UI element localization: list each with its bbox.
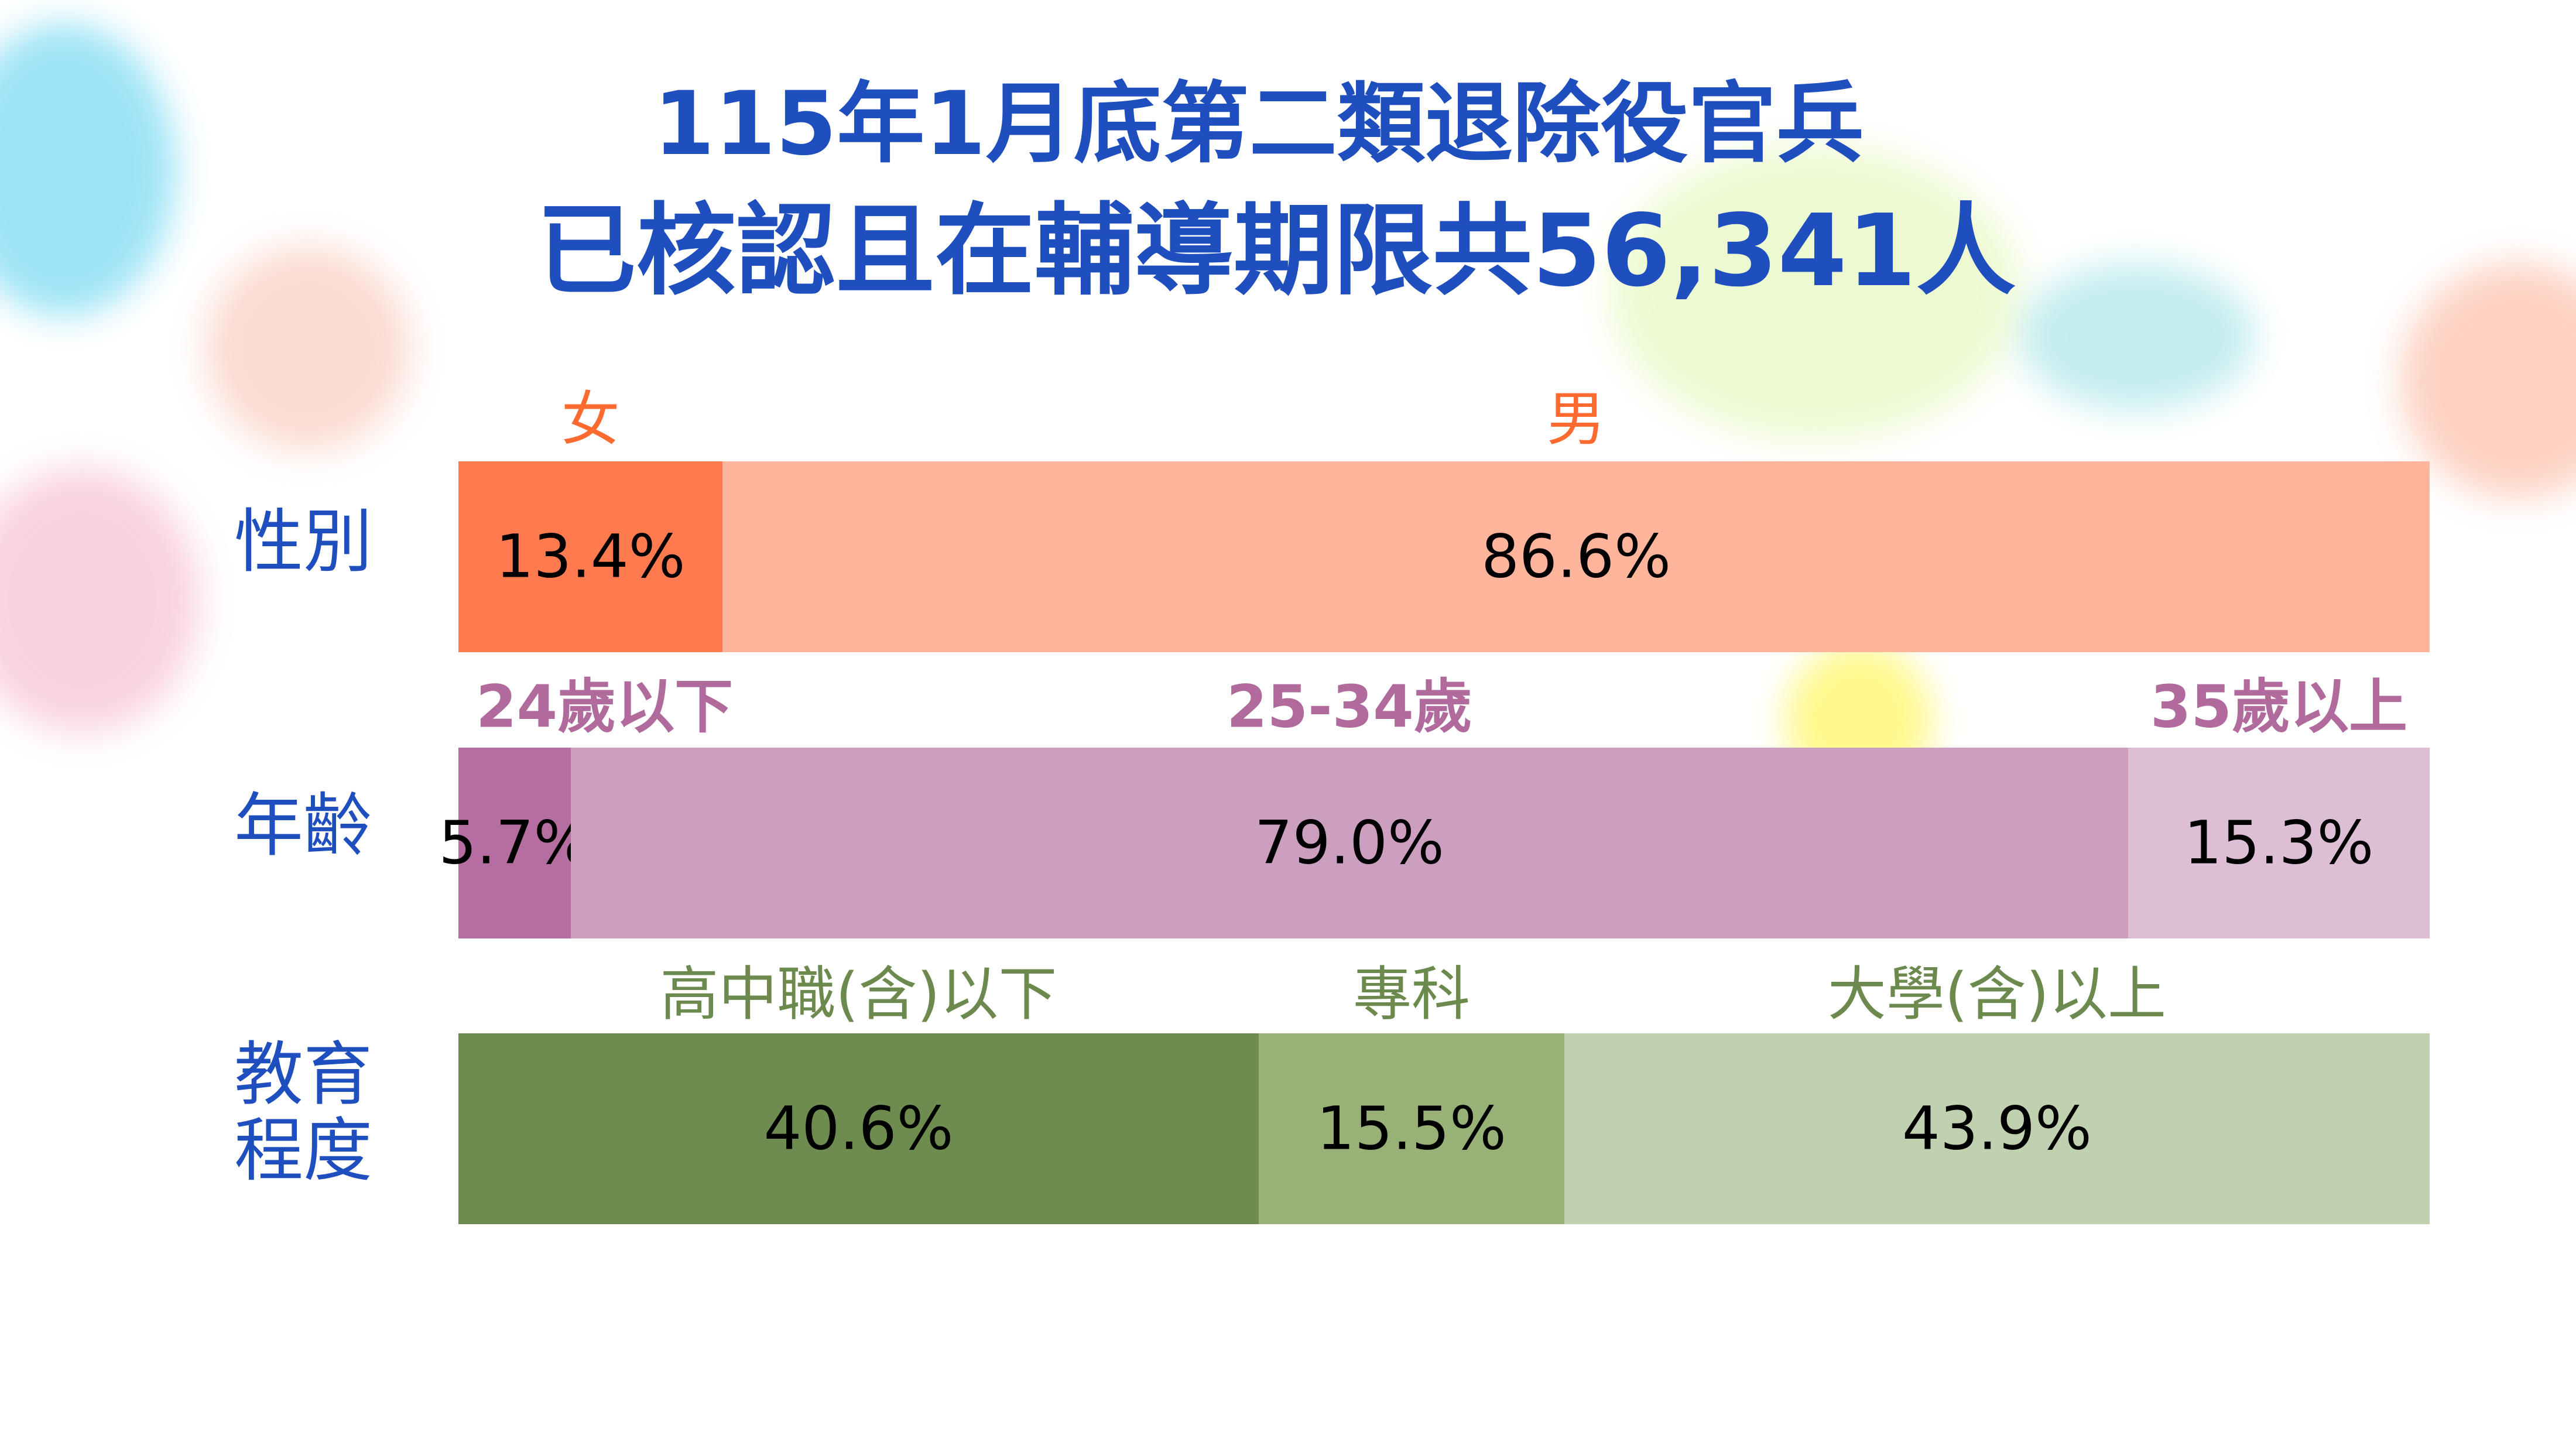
decoration <box>2020 263 2254 410</box>
decoration <box>0 468 199 732</box>
decoration <box>1610 146 2020 439</box>
decoration <box>2400 263 2576 498</box>
data-label: 43.9% <box>1902 1094 2092 1164</box>
data-label: 15.5% <box>1316 1094 1506 1164</box>
data-label: 15.3% <box>2184 808 2374 878</box>
bar-segment <box>458 748 571 938</box>
bar-segment <box>570 748 2128 938</box>
bar-segment <box>1564 1033 2430 1224</box>
chart-title-line1: 115年1月底第二類退除役官兵 <box>653 73 1864 175</box>
row-label-gender: 性別 <box>234 501 373 582</box>
data-label: 86.6% <box>1481 522 1671 592</box>
data-label: 5.7% <box>439 808 591 878</box>
category-label: 大學(含)以上 <box>1827 960 2166 1029</box>
category-label: 女 <box>561 385 620 454</box>
chart-title-line2: 已核認且在輔導期限共56,341人 <box>536 193 2016 309</box>
category-label: 男 <box>1547 385 1606 454</box>
bar-segment <box>722 461 2430 652</box>
bar-segment <box>2128 748 2430 938</box>
data-label: 40.6% <box>763 1094 954 1164</box>
bar-segment <box>1259 1033 1564 1224</box>
bar-segment <box>458 461 723 652</box>
row-label-age: 年齡 <box>234 785 373 866</box>
data-label: 79.0% <box>1254 808 1444 878</box>
bar-segment <box>458 1033 1259 1224</box>
data-label: 13.4% <box>495 522 686 592</box>
decoration <box>0 23 176 316</box>
row-label-education-text: 教育 程度 <box>234 1034 373 1191</box>
category-label: 24歲以下 <box>475 672 734 741</box>
category-label: 專科 <box>1352 960 1470 1029</box>
category-label: 35歲以上 <box>2150 672 2408 741</box>
category-label: 25-34歲 <box>1226 672 1472 741</box>
row-label-education: 教育 程度 <box>234 1036 372 1188</box>
decoration <box>205 246 410 451</box>
category-label: 高中職(含)以下 <box>660 960 1057 1029</box>
